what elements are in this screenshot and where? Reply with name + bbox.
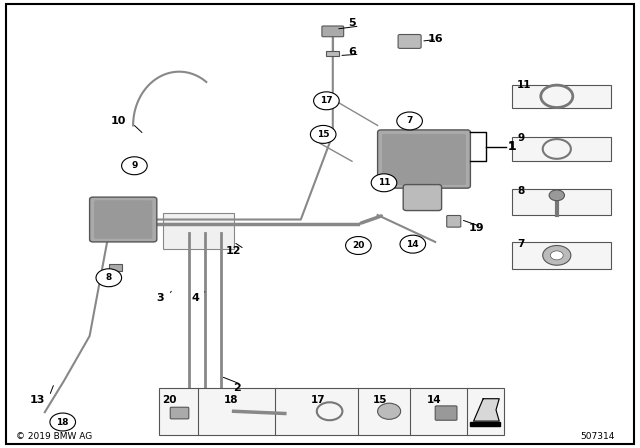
FancyBboxPatch shape (322, 26, 344, 37)
Text: 6: 6 (348, 47, 356, 56)
FancyBboxPatch shape (94, 200, 152, 239)
Circle shape (550, 251, 563, 260)
Bar (512, 137, 611, 161)
Text: 7: 7 (517, 239, 525, 249)
Text: 13: 13 (29, 395, 45, 405)
Text: 1: 1 (508, 140, 516, 154)
Text: 10: 10 (111, 116, 126, 126)
Text: 9: 9 (131, 161, 138, 170)
Text: 12: 12 (226, 246, 241, 256)
Text: 1: 1 (508, 142, 516, 152)
Circle shape (122, 157, 147, 175)
Bar (109, 264, 122, 271)
Text: 17: 17 (320, 96, 333, 105)
Text: 8: 8 (517, 186, 524, 196)
Text: 8: 8 (106, 273, 112, 282)
Text: 11: 11 (517, 80, 532, 90)
Circle shape (543, 246, 571, 265)
Circle shape (400, 235, 426, 253)
FancyBboxPatch shape (378, 130, 470, 188)
Circle shape (314, 92, 339, 110)
Bar (163, 213, 234, 249)
Text: 20: 20 (352, 241, 365, 250)
Circle shape (378, 403, 401, 419)
FancyBboxPatch shape (403, 185, 442, 211)
Bar (512, 85, 611, 108)
FancyBboxPatch shape (382, 134, 466, 185)
FancyBboxPatch shape (435, 406, 457, 420)
Text: 3: 3 (156, 293, 164, 303)
Text: 4: 4 (191, 293, 199, 303)
Text: 7: 7 (406, 116, 413, 125)
Circle shape (397, 112, 422, 130)
Text: 9: 9 (517, 133, 524, 143)
Circle shape (346, 237, 371, 254)
Text: © 2019 BMW AG: © 2019 BMW AG (16, 432, 92, 441)
FancyBboxPatch shape (170, 407, 189, 419)
Text: 507314: 507314 (580, 432, 614, 441)
Circle shape (50, 413, 76, 431)
Text: 16: 16 (428, 34, 443, 44)
FancyBboxPatch shape (90, 197, 157, 242)
Polygon shape (474, 399, 499, 421)
Circle shape (371, 174, 397, 192)
Bar (512, 242, 611, 269)
FancyBboxPatch shape (447, 215, 461, 227)
Text: 20: 20 (162, 395, 177, 405)
Circle shape (310, 125, 336, 143)
Text: 11: 11 (378, 178, 390, 187)
FancyBboxPatch shape (398, 34, 421, 48)
Text: 5: 5 (348, 18, 356, 28)
Text: 15: 15 (317, 130, 330, 139)
Text: 15: 15 (373, 395, 388, 405)
Text: 18: 18 (224, 395, 239, 405)
Text: 17: 17 (310, 395, 325, 405)
Text: 2: 2 (233, 383, 241, 392)
Bar (512, 189, 611, 215)
Polygon shape (470, 422, 500, 426)
Text: 18: 18 (56, 418, 69, 426)
Circle shape (96, 269, 122, 287)
Text: 14: 14 (406, 240, 419, 249)
Bar (326, 51, 339, 56)
Bar (159, 388, 504, 435)
Circle shape (549, 190, 564, 201)
Text: 19: 19 (469, 224, 484, 233)
Text: 14: 14 (427, 395, 442, 405)
